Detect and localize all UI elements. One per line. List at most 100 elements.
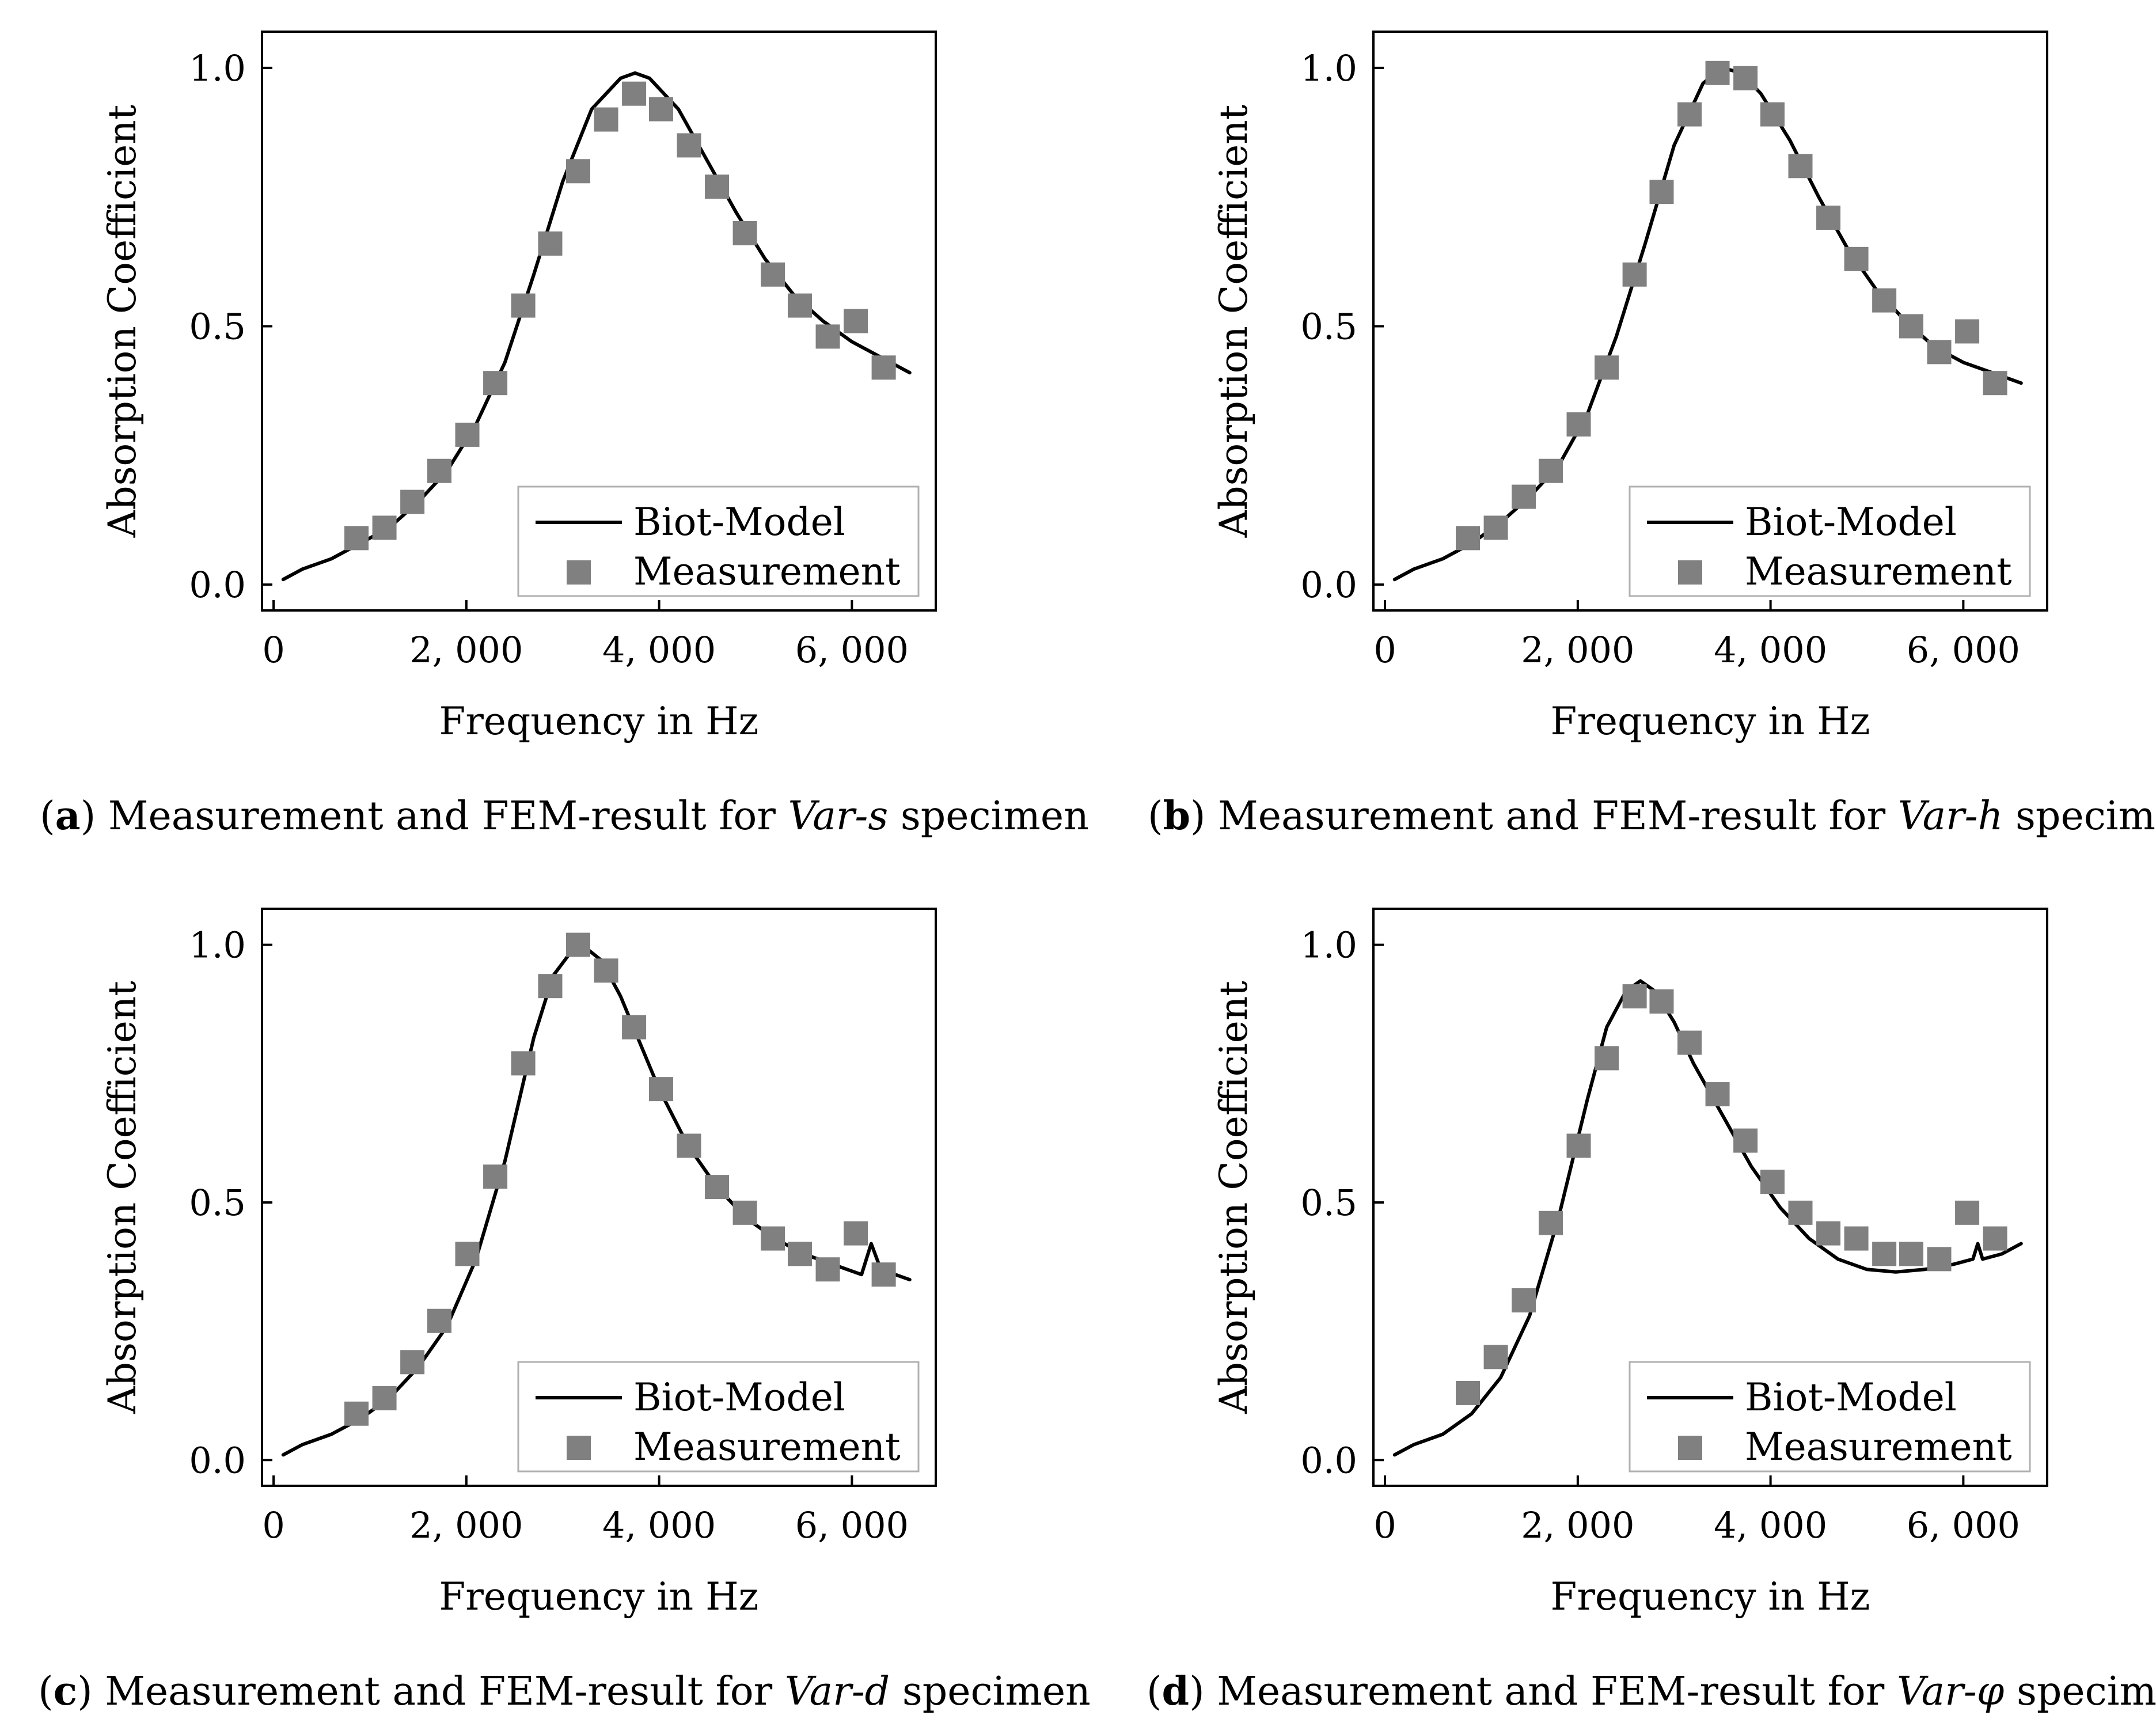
measurement-point (705, 1175, 730, 1200)
x-tick-label: 6, 000 (1907, 1504, 2020, 1546)
measurement-point (427, 1308, 451, 1333)
measurement-point (1595, 355, 1619, 380)
panel-caption: (b) Measurement and FEM-result for Var-h… (1148, 793, 2156, 839)
measurement-point (1456, 1380, 1481, 1405)
x-tick-label: 2, 000 (409, 1504, 523, 1546)
panel-caption: (a) Measurement and FEM-result for Var-s… (40, 793, 1089, 839)
measurement-point (511, 293, 536, 318)
legend-marker-swatch (567, 1436, 591, 1460)
x-tick-label: 0 (1373, 1504, 1396, 1546)
x-axis-label: Frequency in Hz (439, 1574, 759, 1619)
measurement-point (1538, 458, 1563, 483)
measurement-point (483, 371, 508, 396)
measurement-point (1456, 526, 1481, 551)
measurement-point (1512, 1288, 1536, 1312)
panel-caption: (c) Measurement and FEM-result for Var-d… (38, 1668, 1091, 1714)
y-tick-label: 1.0 (1300, 924, 1357, 966)
caption-label-open: ( (40, 794, 55, 839)
measurement-point (1760, 102, 1785, 127)
caption-suffix: specimen (890, 1669, 1091, 1714)
measurement-point (538, 974, 563, 999)
measurement-point (1760, 1170, 1785, 1194)
measurement-point (1677, 102, 1702, 127)
caption-suffix: specimen (2004, 1669, 2156, 1714)
measurement-point (538, 231, 563, 256)
measurement-point (844, 1221, 868, 1246)
measurement-point (844, 309, 868, 333)
measurement-point (648, 97, 673, 122)
measurement-point (1816, 1221, 1841, 1246)
legend-label-model: Biot-Model (1745, 1375, 1957, 1420)
measurement-point (1705, 60, 1730, 85)
caption-label-open: ( (38, 1669, 54, 1714)
measurement-point (732, 1200, 757, 1225)
x-tick-label: 0 (262, 1504, 284, 1546)
measurement-point (1622, 984, 1647, 1009)
caption-label-close: ) Measurement and FEM-result for (1190, 794, 1898, 839)
caption-suffix: specimen (2003, 794, 2156, 839)
measurement-point (372, 1386, 397, 1410)
measurement-point (400, 1350, 425, 1375)
measurement-point (1733, 66, 1758, 90)
legend-label-measurement: Measurement (633, 1425, 901, 1469)
x-tick-label: 4, 000 (1714, 629, 1827, 671)
caption-variant: Var-h (1898, 794, 2003, 839)
x-tick-label: 0 (1373, 629, 1396, 671)
measurement-point (594, 107, 618, 132)
measurement-point (1927, 340, 1952, 365)
measurement-point (1705, 1082, 1730, 1107)
x-tick-label: 6, 000 (795, 1504, 909, 1546)
measurement-point (1844, 1226, 1869, 1251)
measurement-point (1927, 1247, 1952, 1272)
chart-panel-a: 0.0 0.5 1.0 0 2, 000 4, 000 6, 000 Frequency in… (40, 31, 1089, 839)
y-tick-label: 0.5 (1300, 1182, 1357, 1224)
caption-label-close: ) Measurement and FEM-result for (1189, 1669, 1897, 1714)
measurement-point (1955, 1200, 1980, 1225)
measurement-point (511, 1051, 536, 1076)
plot-frame (1372, 908, 2048, 1487)
caption-label-close: ) Measurement and FEM-result for (81, 794, 788, 839)
measurement-point (1955, 319, 1980, 344)
x-tick-label: 4, 000 (602, 629, 716, 671)
measurement-point (705, 174, 730, 199)
measurement-point (1649, 180, 1674, 204)
measurement-point (1899, 314, 1923, 339)
x-axis-label: Frequency in Hz (1551, 1574, 1870, 1619)
measurement-point (1622, 262, 1647, 287)
measurement-point (1844, 246, 1869, 271)
measurement-point (344, 526, 369, 551)
measurement-point (1595, 1046, 1619, 1071)
measurement-point (871, 1262, 896, 1287)
y-tick-label: 1.0 (189, 924, 246, 966)
legend-marker-swatch (1678, 1436, 1702, 1460)
caption-suffix: specimen (888, 794, 1089, 839)
measurement-point (622, 1015, 647, 1039)
legend-label-measurement: Measurement (1745, 549, 2012, 594)
measurement-point (622, 81, 647, 106)
x-tick-label: 2, 000 (1521, 629, 1634, 671)
measurement-point (1899, 1242, 1923, 1266)
y-tick-label: 0.0 (189, 564, 246, 606)
measurement-point (1733, 1128, 1758, 1153)
legend-label-model: Biot-Model (633, 1375, 845, 1420)
measurement-point (732, 221, 757, 245)
chart-panel-c: 0.0 0.5 1.0 0 2, 000 4, 000 6, 000 Frequency in… (38, 908, 1091, 1714)
y-tick-label: 0.5 (1300, 305, 1357, 347)
y-tick-label: 0.5 (189, 305, 246, 347)
y-axis-label: Absorption Coefficient (1212, 981, 1256, 1414)
measurement-point (1816, 206, 1841, 230)
measurement-point (455, 1242, 480, 1266)
y-tick-label: 0.0 (189, 1439, 246, 1481)
y-tick-label: 1.0 (189, 47, 246, 89)
measurement-point (566, 159, 591, 184)
measurement-point (761, 262, 785, 287)
legend-label-model: Biot-Model (1745, 500, 1957, 544)
measurement-point (1483, 515, 1508, 540)
x-tick-label: 4, 000 (602, 1504, 716, 1546)
measurement-point (1983, 1226, 2007, 1251)
legend-marker-swatch (1678, 560, 1702, 585)
y-axis-label: Absorption Coefficient (1212, 105, 1256, 538)
plot-frame (1372, 31, 2048, 612)
y-tick-label: 0.0 (1300, 1439, 1357, 1481)
measurement-point (344, 1401, 369, 1426)
